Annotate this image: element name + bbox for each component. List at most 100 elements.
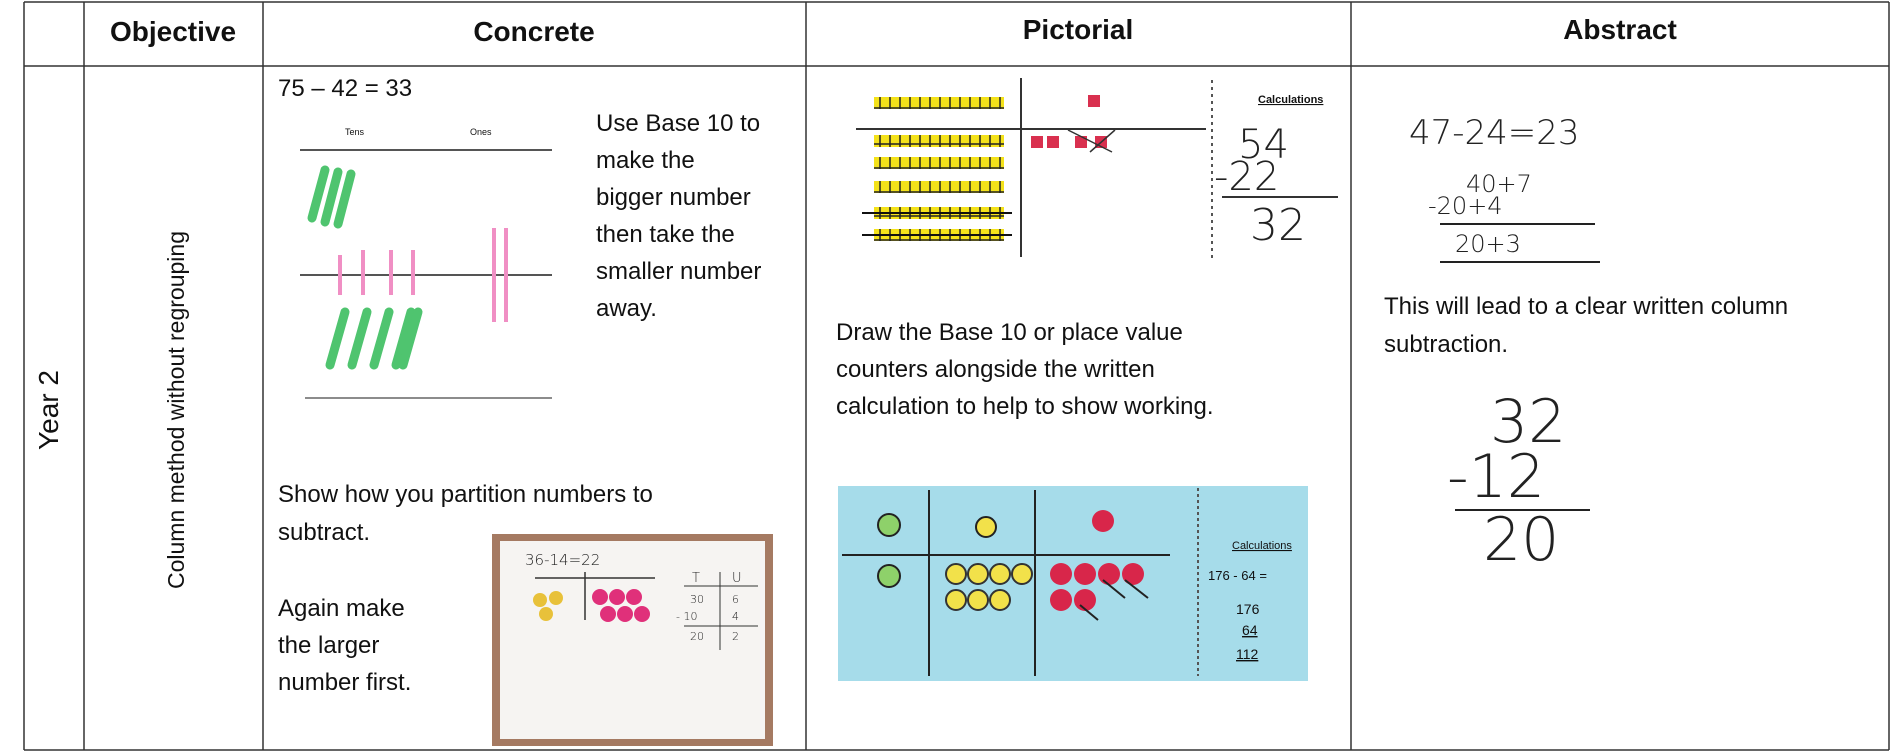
working: -22 — [1214, 154, 1279, 200]
partition-step: 40+7 — [1466, 170, 1532, 198]
column-step: 20 — [1483, 505, 1559, 575]
photo-header: T — [692, 571, 700, 586]
place-value-counters-part-part — [967, 589, 989, 611]
place-value-counters-part-part — [1074, 589, 1096, 611]
base10-diagram-part-part — [347, 307, 372, 370]
objective-label: Column method without regrouping — [163, 231, 189, 589]
photo-cell: 6 — [732, 593, 739, 606]
instruction-line: make the — [596, 147, 695, 174]
place-value-counters-part-part — [1050, 589, 1072, 611]
whiteboard-photo-part-part — [533, 593, 547, 607]
instruction-line: then take the — [596, 221, 735, 248]
base10-drawing-part — [874, 157, 1004, 169]
abstract-line: This will lead to a clear written column — [1384, 293, 1788, 320]
base10-drawing-part — [1031, 136, 1043, 148]
place-value-counters-part-part — [1011, 563, 1033, 585]
base10-diagram-part-part — [320, 167, 343, 227]
whiteboard-photo-part-part — [592, 589, 608, 605]
place-value-counters-part — [877, 564, 901, 588]
place-value-counters-part — [1092, 510, 1114, 532]
place-value-counters-part-part — [989, 563, 1011, 585]
base10-diagram-part-part — [391, 307, 416, 370]
instruction-line: Use Base 10 to — [596, 110, 760, 137]
working: 64 — [1242, 622, 1258, 638]
working: 54 — [1238, 122, 1289, 168]
place-value-counters-part-part — [1122, 563, 1144, 585]
place-value-counters-part-part — [1074, 563, 1096, 585]
whiteboard-photo-part-part — [626, 589, 642, 605]
whiteboard-photo-part-part — [539, 607, 553, 621]
place-value-counters-part — [945, 563, 1033, 611]
base10-diagram-part — [338, 228, 508, 322]
whiteboard-photo-part-part — [549, 591, 563, 605]
base10-drawing-part — [1047, 136, 1059, 148]
base10-drawing — [856, 78, 1213, 258]
working: 176 — [1236, 601, 1260, 617]
whiteboard-photo-part-part — [617, 606, 633, 622]
calculations-label: Calculations — [1258, 94, 1323, 106]
header-cell: Objective — [110, 16, 236, 47]
base10-diagram-part — [307, 165, 356, 229]
photo-cell: 20 — [690, 630, 704, 643]
abstract-line: subtraction. — [1384, 331, 1508, 358]
base10-drawing-part — [1067, 129, 1116, 153]
column-step: 32 — [1490, 387, 1566, 457]
base10-diagram-part-part — [307, 165, 330, 223]
partition-line: subtract. — [278, 519, 370, 546]
base10-drawing-part — [874, 97, 1004, 109]
place-value-counters-part — [975, 516, 997, 538]
base10-diagram: Tens Ones — [300, 127, 552, 399]
header-cell: Abstract — [1563, 14, 1677, 45]
working: 112 — [1236, 646, 1259, 662]
place-value-counters — [838, 486, 1308, 681]
place-value-counters-part — [877, 513, 901, 537]
base10-diagram-part-part — [333, 169, 356, 229]
pictorial-line: calculation to help to show working. — [836, 393, 1214, 420]
whiteboard-photo-part — [533, 591, 563, 621]
column-step: -12 — [1447, 442, 1545, 512]
concrete-equation: 75 – 42 = 33 — [278, 75, 412, 102]
instruction-line: smaller number — [596, 258, 761, 285]
whiteboard-photo: 36-14=22 T U 30 6 - 10 4 20 2 — [492, 534, 773, 746]
calculations-label: Calculations — [1232, 540, 1292, 552]
place-value-counters-part — [1050, 563, 1144, 611]
base10-diagram-part-part — [398, 307, 423, 370]
base10-diagram-part-part — [369, 307, 394, 370]
table-grid — [23, 1, 1890, 751]
partition-line: Show how you partition numbers to — [278, 481, 653, 508]
again-line: the larger — [278, 632, 379, 659]
photo-cell: 2 — [732, 630, 739, 643]
again-line: Again make — [278, 595, 405, 622]
place-value-counters-part-part — [989, 589, 1011, 611]
whiteboard-photo-part — [592, 589, 650, 622]
working: 176 - 64 = — [1208, 568, 1267, 583]
diagram-label: Ones — [470, 127, 492, 137]
base10-diagram-part — [325, 307, 423, 370]
place-value-counters-part-part — [967, 563, 989, 585]
place-value-counters-part-part — [945, 563, 967, 585]
partition-step: 20+3 — [1455, 230, 1521, 258]
place-value-counters-part-part — [945, 589, 967, 611]
photo-cell: - 10 — [676, 610, 697, 623]
instruction-line: away. — [596, 295, 657, 322]
place-value-counters-part-part — [1050, 563, 1072, 585]
place-value-counters-part-part — [1098, 563, 1120, 585]
photo-equation: 36-14=22 — [525, 551, 600, 569]
whiteboard-photo-part-part — [634, 606, 650, 622]
abstract-equation: 47-24=23 — [1409, 113, 1580, 153]
pictorial-line: Draw the Base 10 or place value — [836, 319, 1183, 346]
whiteboard-photo-part-part — [600, 606, 616, 622]
working: 32 — [1250, 200, 1306, 251]
base10-diagram-part-part — [325, 307, 350, 370]
place-value-counters-part — [1079, 579, 1149, 621]
year-label: Year 2 — [33, 370, 64, 450]
partition-step: -20+4 — [1428, 192, 1503, 220]
photo-cell: 4 — [732, 610, 739, 623]
again-line: number first. — [278, 669, 411, 696]
base10-drawing-part — [1088, 95, 1100, 107]
base10-drawing-part — [874, 135, 1004, 147]
whiteboard-photo-part-part — [609, 589, 625, 605]
instruction-line: bigger number — [596, 184, 751, 211]
place-value-counters-part — [838, 486, 1308, 681]
